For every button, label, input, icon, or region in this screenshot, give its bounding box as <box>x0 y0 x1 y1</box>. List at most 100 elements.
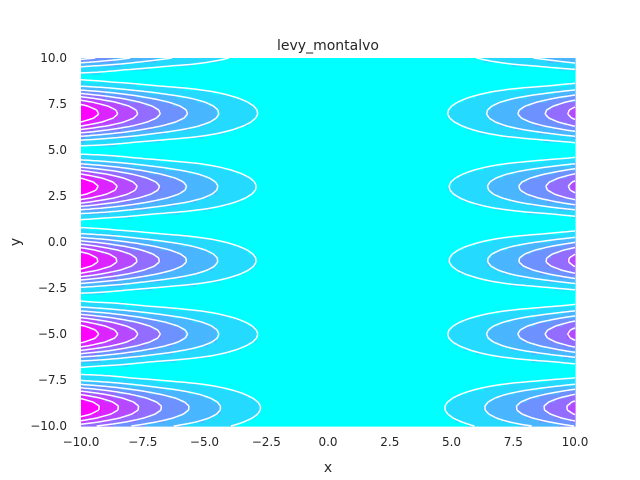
contour-cell <box>535 326 540 331</box>
contour-cell <box>132 402 138 407</box>
contour-cell <box>224 326 229 331</box>
contour-cell <box>160 266 166 271</box>
contour-cell <box>571 290 576 295</box>
contour-cell <box>459 314 465 319</box>
contour-cell <box>140 338 146 343</box>
contour-cell <box>284 306 289 311</box>
contour-cell <box>140 374 146 379</box>
contour-cell <box>403 302 409 307</box>
contour-cell <box>527 322 532 327</box>
contour-cell <box>248 414 253 419</box>
contour-cell <box>196 274 202 279</box>
contour-cell <box>144 330 150 335</box>
contour-cell <box>343 318 349 323</box>
contour-cell <box>124 378 130 383</box>
contour-cell <box>200 410 206 415</box>
contour-cell <box>100 354 106 359</box>
contour-cell <box>519 358 524 363</box>
contour-cell <box>339 386 345 391</box>
contour-cell <box>403 390 409 395</box>
contour-cell <box>84 410 90 415</box>
contour-cell <box>140 318 146 323</box>
contour-cell <box>232 298 237 303</box>
contour-cell <box>232 310 237 315</box>
contour-cell <box>471 398 476 403</box>
contour-cell <box>511 306 516 311</box>
contour-cell <box>355 290 361 295</box>
contour-cell <box>563 402 568 407</box>
contour-cell <box>523 302 528 307</box>
contour-cell <box>276 290 281 295</box>
contour-cell <box>172 334 178 339</box>
contour-cell <box>188 358 194 363</box>
contour-cell <box>479 266 484 271</box>
contour-cell <box>571 282 576 287</box>
contour-cell <box>523 290 528 295</box>
contour-cell <box>200 302 206 307</box>
contour-cell <box>120 338 126 343</box>
contour-cell <box>427 270 433 275</box>
contour-cell <box>248 362 253 367</box>
contour-cell <box>208 326 214 331</box>
contour-cell <box>359 382 365 387</box>
contour-cell <box>288 314 293 319</box>
contour-cell <box>519 414 524 419</box>
contour-cell <box>383 338 389 343</box>
contour-cell <box>236 394 241 399</box>
contour-cell <box>571 286 576 291</box>
contour-cell <box>180 342 186 347</box>
contour-cell <box>491 418 496 423</box>
contour-cell <box>455 338 461 343</box>
contour-cell <box>563 410 568 415</box>
contour-cell <box>196 402 202 407</box>
contour-cell <box>359 398 365 403</box>
contour-cell <box>136 414 142 419</box>
contour-cell <box>439 326 445 331</box>
contour-cell <box>284 390 289 395</box>
contour-cell <box>260 382 265 387</box>
contour-cell <box>535 418 540 423</box>
contour-cell <box>539 398 544 403</box>
contour-cell <box>108 390 114 395</box>
contour-cell <box>81 294 86 299</box>
contour-cell <box>459 406 465 411</box>
contour-cell <box>300 414 305 419</box>
contour-cell <box>104 366 110 371</box>
contour-cell <box>96 298 102 303</box>
contour-cell <box>224 418 229 423</box>
contour-cell <box>208 262 214 267</box>
contour-cell <box>427 294 433 299</box>
contour-cell <box>471 318 476 323</box>
contour-cell <box>84 266 90 271</box>
contour-cell <box>316 358 321 363</box>
contour-cell <box>244 346 249 351</box>
contour-cell <box>292 410 297 415</box>
contour-cell <box>511 406 516 411</box>
contour-cell <box>312 390 317 395</box>
contour-cell <box>511 394 516 399</box>
contour-cell <box>375 394 381 399</box>
contour-cell <box>355 342 361 347</box>
contour-cell <box>467 338 473 343</box>
contour-cell <box>248 270 253 275</box>
contour-cell <box>96 282 102 287</box>
contour-cell <box>280 334 285 339</box>
contour-cell <box>335 270 341 275</box>
contour-cell <box>467 282 473 287</box>
contour-cell <box>423 270 429 275</box>
contour-cell <box>367 422 373 427</box>
contour-cell <box>276 338 281 343</box>
contour-cell <box>160 298 166 303</box>
contour-cell <box>535 370 540 375</box>
contour-cell <box>172 342 178 347</box>
contour-cell <box>335 394 341 399</box>
contour-cell <box>196 366 202 371</box>
contour-cell <box>264 354 269 359</box>
contour-cell <box>196 418 202 423</box>
contour-cell <box>523 370 528 375</box>
contour-cell <box>435 354 441 359</box>
contour-cell <box>160 410 166 415</box>
contour-cell <box>100 298 106 303</box>
contour-cell <box>172 378 178 383</box>
contour-cell <box>256 330 261 335</box>
